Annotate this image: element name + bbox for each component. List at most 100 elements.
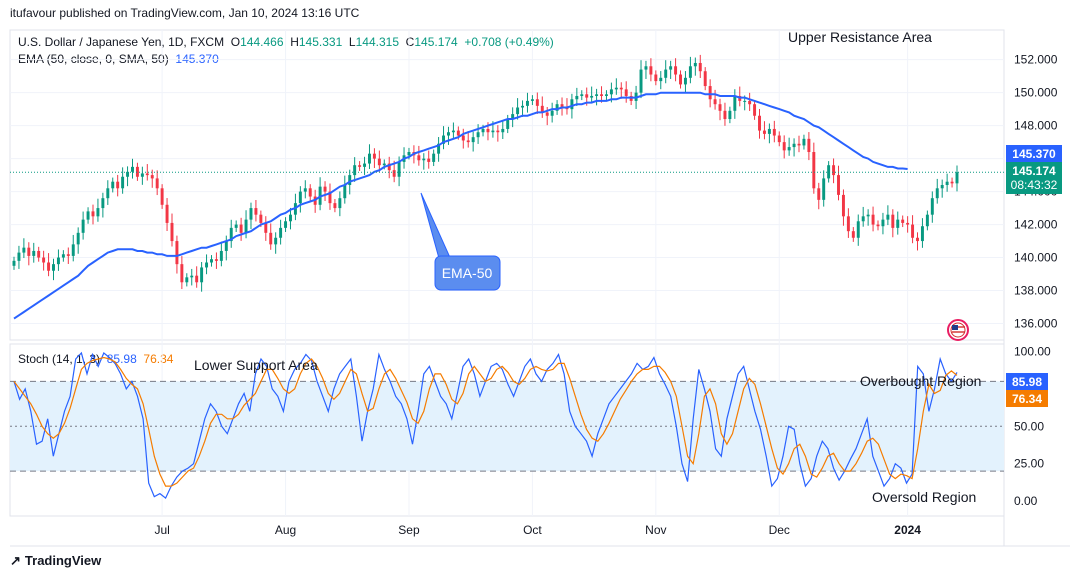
candle-body: [679, 74, 682, 85]
candle-body: [718, 104, 722, 111]
symbol-name: U.S. Dollar / Japanese Yen, 1D, FXCM: [18, 35, 225, 49]
candle-body: [693, 62, 697, 67]
candle-body: [333, 203, 337, 209]
candle-body: [81, 219, 85, 233]
candle-body: [955, 172, 959, 184]
candle-body: [140, 173, 144, 177]
footer-brand[interactable]: ↗ TradingView: [10, 553, 101, 569]
candle-body: [382, 163, 386, 166]
candle-body: [743, 100, 747, 102]
stoch-tick-label: 50.00: [1014, 419, 1044, 433]
candle-body: [264, 222, 268, 233]
candle-body: [733, 95, 737, 111]
candle-body: [219, 250, 223, 261]
candle-body: [66, 254, 70, 256]
candle-body: [446, 132, 450, 136]
open-value: 144.466: [240, 35, 284, 49]
lower-support-label: Lower Support Area: [194, 357, 318, 373]
candle-body: [27, 247, 31, 256]
candle-body: [135, 166, 139, 177]
candle-body: [787, 147, 791, 151]
candle-body: [728, 110, 732, 120]
candle-body: [530, 99, 534, 101]
us-flag-icon[interactable]: [947, 319, 969, 341]
candle-body: [466, 140, 470, 143]
candle-body: [802, 138, 806, 146]
candle-body: [249, 208, 253, 220]
candle-body: [145, 173, 149, 176]
candle-body: [841, 194, 845, 217]
candle-body: [807, 138, 811, 153]
candle-body: [372, 153, 376, 159]
candle-body: [619, 87, 623, 90]
candle-body: [600, 94, 603, 96]
candle-body: [348, 175, 352, 185]
candle-body: [308, 188, 312, 197]
candle-body: [580, 94, 584, 96]
candle-body: [76, 232, 80, 245]
candle-body: [595, 94, 599, 96]
publisher-line: itufavour published on TradingView.com, …: [10, 6, 360, 20]
candle-body: [911, 224, 915, 238]
candle-body: [116, 181, 120, 189]
ema-callout-box: [434, 255, 501, 291]
candle-body: [185, 277, 189, 283]
candle-body: [832, 165, 836, 176]
candle-body: [525, 100, 529, 106]
candle-body: [708, 86, 712, 100]
candle-body: [688, 66, 692, 78]
candle-body: [486, 128, 490, 133]
candle-body: [12, 260, 16, 266]
candle-body: [368, 153, 371, 164]
ema-price-badge: [1006, 145, 1062, 163]
candle-body: [851, 231, 855, 238]
candle-body: [303, 188, 307, 192]
candle-body: [407, 152, 411, 156]
symbol-legend: U.S. Dollar / Japanese Yen, 1D, FXCM O14…: [18, 35, 554, 49]
candle-body: [328, 191, 332, 204]
candle-body: [259, 214, 263, 223]
candle-body: [772, 128, 776, 136]
candle-body: [703, 71, 707, 87]
candle-body: [758, 115, 761, 131]
candle-body: [817, 188, 821, 200]
candle-body: [387, 163, 391, 171]
candle-body: [762, 130, 766, 134]
time-tick-label: Jul: [154, 523, 169, 537]
candle-body: [540, 105, 544, 113]
candle-body: [748, 100, 752, 105]
candle-body: [56, 257, 60, 265]
candle-body: [614, 87, 618, 90]
candle-body: [812, 152, 816, 189]
candle-body: [535, 99, 539, 106]
candle-body: [496, 130, 500, 133]
candle-body: [437, 143, 441, 154]
candle-body: [71, 244, 75, 256]
candle-body: [560, 104, 564, 108]
candle-body: [723, 110, 727, 120]
time-tick-label: Oct: [523, 523, 542, 537]
candle-body: [501, 128, 505, 133]
candle-body: [254, 208, 258, 215]
candle-body: [886, 214, 890, 220]
candle-body: [451, 130, 455, 133]
candle-body: [654, 74, 658, 82]
candle-body: [604, 94, 608, 96]
ema-callout[interactable]: EMA-50: [420, 192, 501, 291]
candle-body: [624, 89, 628, 96]
time-tick-label: 2024: [894, 523, 921, 537]
candle-body: [837, 175, 840, 195]
stoch-k-badge: [1006, 373, 1048, 390]
candle-body: [930, 198, 934, 215]
stoch-band-fill: [10, 381, 1004, 472]
ema-callout-pointer: [420, 192, 453, 263]
candle-body: [37, 250, 41, 258]
candle-body: [323, 186, 327, 192]
candle-body: [575, 95, 579, 100]
change-value: +0.708 (+0.49%): [464, 35, 554, 49]
candle-body: [476, 132, 480, 138]
candle-body: [214, 259, 218, 261]
close-value: 145.174: [414, 35, 458, 49]
